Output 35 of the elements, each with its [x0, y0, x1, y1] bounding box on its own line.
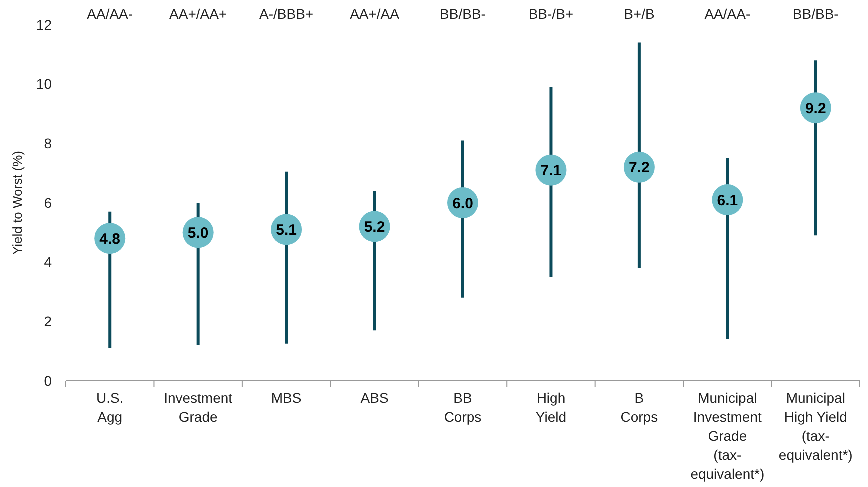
x-tick-label: B Corps	[620, 390, 658, 425]
text: BB/BB-	[440, 6, 486, 22]
text: AA+/AA+	[170, 6, 228, 22]
data-label: 7.2	[629, 160, 650, 177]
data-label: 7.1	[540, 162, 562, 180]
y-tick-label: 0	[44, 372, 52, 389]
text: AA/AA-	[87, 6, 134, 22]
y-tick-label: 2	[44, 314, 52, 330]
data-label: 6.0	[452, 195, 474, 212]
y-axis-title: Yield to Worst (%)	[10, 150, 25, 256]
y-tick-label: 12	[36, 16, 52, 33]
y-tick-label: 6	[44, 194, 52, 211]
data-label: 4.8	[100, 230, 121, 248]
text: BB-/B+	[528, 6, 574, 22]
x-tick-label: ABS	[360, 390, 389, 406]
x-tick-label: Municipal Investment Grade (tax- equivalent*)	[690, 390, 765, 482]
text: BB/BB-	[792, 6, 840, 22]
y-tick-label: 4	[44, 254, 52, 270]
data-label: 6.1	[717, 192, 738, 210]
x-tick-label: Municipal High Yield (tax- equivalent*)	[778, 390, 853, 463]
x-tick-label: Investment Grade	[164, 390, 233, 425]
data-label: 5.2	[364, 218, 386, 236]
data-label: 5.1	[276, 222, 297, 239]
x-tick-label: High Yield	[536, 390, 567, 425]
x-tick-label: BB Corps	[444, 390, 482, 425]
text: AA+/AA	[350, 6, 400, 22]
y-tick-label: 8	[44, 136, 52, 152]
x-tick-label: U.S. Agg	[96, 390, 124, 425]
text: A-/BBB+	[260, 6, 314, 22]
text: AA/AA-	[704, 6, 751, 22]
data-label: 5.0	[188, 224, 209, 242]
data-label: 9.2	[805, 100, 826, 118]
text: B+/B	[624, 6, 655, 22]
y-tick-label: 10	[36, 76, 52, 92]
x-tick-label: MBS	[271, 390, 302, 406]
